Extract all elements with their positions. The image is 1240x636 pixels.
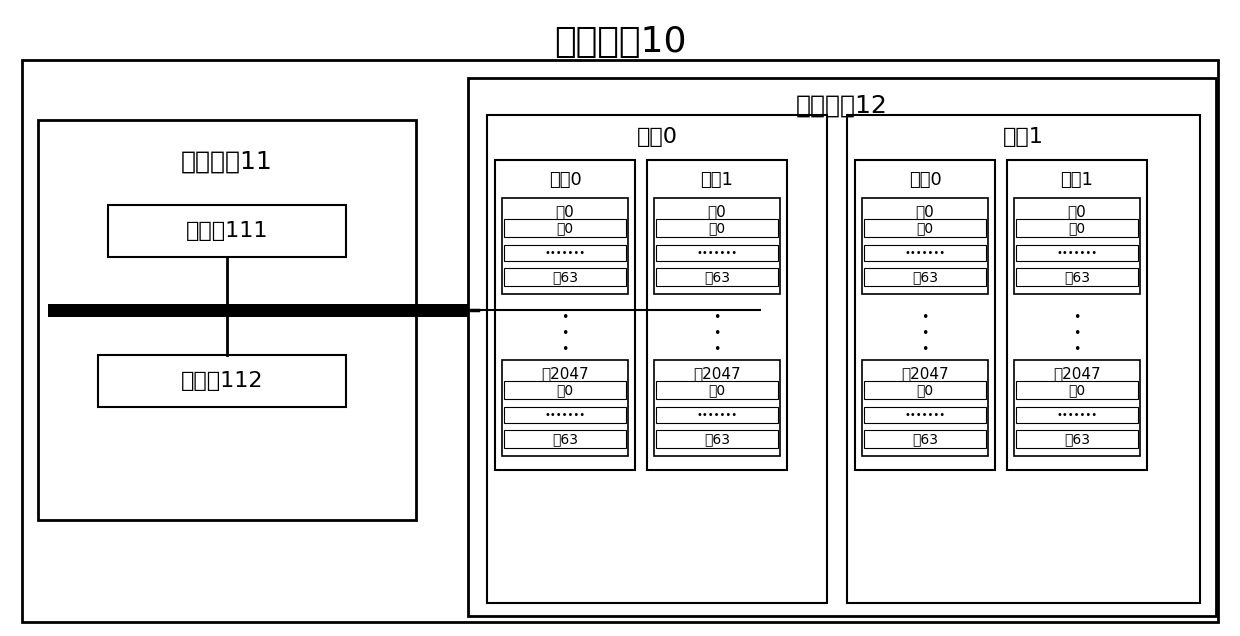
Bar (656, 407, 777, 423)
Bar (1016, 245, 1138, 261)
Text: •••••••: ••••••• (904, 248, 946, 258)
Text: 分组0: 分组0 (548, 171, 582, 189)
Bar (847, 115, 1200, 603)
Bar (656, 219, 777, 237)
Bar (1007, 160, 1147, 470)
Text: 页0: 页0 (708, 383, 725, 397)
Text: •••••••: ••••••• (697, 248, 738, 258)
Text: 页0: 页0 (916, 383, 934, 397)
Bar (656, 245, 777, 261)
Bar (38, 120, 415, 520)
Text: 页0: 页0 (916, 221, 934, 235)
Bar (502, 360, 627, 456)
Text: •: • (921, 328, 929, 340)
Text: •••••••: ••••••• (544, 248, 585, 258)
Text: 页63: 页63 (552, 270, 578, 284)
Bar (502, 198, 627, 294)
Text: 块0: 块0 (1068, 205, 1086, 219)
Text: •: • (562, 312, 569, 324)
Text: •: • (562, 343, 569, 357)
Bar (487, 115, 827, 603)
Bar (1016, 430, 1138, 448)
Text: 块2047: 块2047 (901, 366, 949, 382)
Bar (864, 430, 986, 448)
Text: 块0: 块0 (915, 205, 935, 219)
Text: 晶圆1: 晶圆1 (1003, 127, 1044, 147)
Bar (864, 268, 986, 286)
Text: •••••••: ••••••• (544, 410, 585, 420)
Bar (503, 407, 626, 423)
Text: 页0: 页0 (1069, 221, 1085, 235)
Text: 固态硬盘10: 固态硬盘10 (554, 25, 686, 59)
Text: 块2047: 块2047 (693, 366, 740, 382)
Text: 页63: 页63 (1064, 270, 1090, 284)
Bar (1014, 198, 1140, 294)
Text: 分组1: 分组1 (701, 171, 733, 189)
Text: 分组1: 分组1 (1060, 171, 1094, 189)
Bar (864, 407, 986, 423)
Text: 页63: 页63 (704, 432, 730, 446)
Bar (856, 160, 994, 470)
Text: 页0: 页0 (557, 221, 574, 235)
Text: 处理器111: 处理器111 (186, 221, 268, 241)
Text: 页63: 页63 (704, 270, 730, 284)
Bar (1016, 268, 1138, 286)
Text: 页0: 页0 (557, 383, 574, 397)
Text: 页63: 页63 (552, 432, 578, 446)
Bar (503, 219, 626, 237)
Bar (653, 360, 780, 456)
Bar (653, 198, 780, 294)
Bar (503, 381, 626, 399)
Bar (495, 160, 635, 470)
Bar (22, 60, 1218, 622)
Bar (1016, 407, 1138, 423)
Text: 块0: 块0 (708, 205, 727, 219)
Bar (503, 245, 626, 261)
Bar (108, 205, 346, 257)
Bar (656, 430, 777, 448)
Text: 块0: 块0 (556, 205, 574, 219)
Bar (1014, 360, 1140, 456)
Bar (656, 268, 777, 286)
Text: •••••••: ••••••• (904, 410, 946, 420)
Text: 页0: 页0 (1069, 383, 1085, 397)
Text: •••••••: ••••••• (1056, 248, 1097, 258)
Text: 分组0: 分组0 (909, 171, 941, 189)
Text: 页63: 页63 (1064, 432, 1090, 446)
Text: •: • (1074, 312, 1081, 324)
Bar (1016, 219, 1138, 237)
Text: 存储器112: 存储器112 (181, 371, 263, 391)
Bar (48, 303, 760, 317)
Text: •: • (1074, 343, 1081, 357)
Text: •••••••: ••••••• (697, 410, 738, 420)
Bar (864, 219, 986, 237)
Bar (656, 381, 777, 399)
Text: •: • (921, 312, 929, 324)
Text: •: • (562, 328, 569, 340)
Text: •: • (713, 312, 720, 324)
Text: 页0: 页0 (708, 221, 725, 235)
Bar (467, 78, 1216, 616)
Text: 页63: 页63 (911, 270, 937, 284)
Text: 页63: 页63 (911, 432, 937, 446)
Bar (1016, 381, 1138, 399)
Text: 块2047: 块2047 (1053, 366, 1101, 382)
Bar (862, 198, 988, 294)
Bar (862, 360, 988, 456)
Text: •: • (713, 328, 720, 340)
Bar (503, 268, 626, 286)
Text: •: • (921, 343, 929, 357)
Text: •: • (713, 343, 720, 357)
Bar (864, 245, 986, 261)
Bar (864, 381, 986, 399)
Text: 主控制器11: 主控制器11 (181, 150, 273, 174)
Text: •: • (1074, 328, 1081, 340)
Bar (503, 430, 626, 448)
Bar (647, 160, 787, 470)
Text: •••••••: ••••••• (1056, 410, 1097, 420)
Bar (98, 355, 346, 407)
Text: 块2047: 块2047 (541, 366, 589, 382)
Text: 闪存芯片12: 闪存芯片12 (796, 94, 888, 118)
Text: 晶圆0: 晶圆0 (636, 127, 677, 147)
